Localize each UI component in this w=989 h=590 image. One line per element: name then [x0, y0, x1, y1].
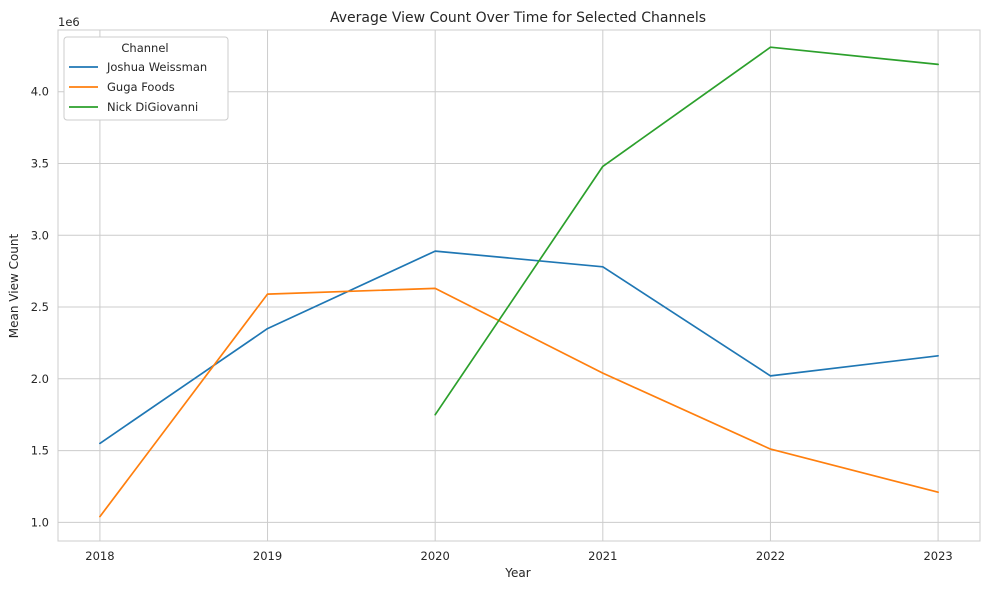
y-tick-label: 1.0 [31, 515, 49, 529]
y-tick-label: 4.0 [31, 85, 49, 99]
legend-label-guga-foods: Guga Foods [107, 80, 175, 94]
y-axis-ticks: 1.0 1.5 2.0 2.5 3.0 3.5 4.0 [31, 85, 49, 530]
x-tick-label: 2023 [923, 549, 952, 563]
x-tick-label: 2019 [253, 549, 282, 563]
x-tick-label: 2018 [85, 549, 114, 563]
chart-title: Average View Count Over Time for Selecte… [330, 10, 706, 26]
y-scale-label: 1e6 [58, 15, 80, 29]
legend: Channel Joshua Weissman Guga Foods Nick Di… [63, 36, 229, 121]
x-tick-label: 2021 [588, 549, 617, 563]
legend-label-nick-digiovanni: Nick DiGiovanni [107, 100, 198, 114]
y-axis-label: Mean View Count [7, 233, 21, 338]
legend-title: Channel [121, 41, 168, 55]
y-tick-label: 3.5 [31, 156, 49, 170]
series-line-joshua-weissman [99, 250, 939, 445]
x-tick-label: 2020 [421, 549, 450, 563]
series-lines [99, 46, 939, 518]
legend-box [63, 36, 229, 121]
y-tick-label: 1.5 [31, 444, 49, 458]
x-axis-label: Year [504, 566, 530, 580]
x-tick-label: 2022 [756, 549, 785, 563]
y-tick-label: 3.0 [31, 228, 49, 242]
legend-label-joshua-weissman: Joshua Weissman [106, 60, 207, 74]
series-line-nick-digiovanni [434, 46, 939, 416]
series-line-guga-foods [99, 287, 939, 518]
legend-entries: Joshua Weissman Guga Foods Nick DiGiovanni [69, 60, 207, 114]
plot-area-frame [57, 29, 981, 542]
y-tick-label: 2.5 [31, 300, 49, 314]
x-axis-ticks: 2018 2019 2020 2021 2022 2023 [85, 549, 952, 563]
grid [58, 30, 980, 541]
y-tick-label: 2.0 [31, 372, 49, 386]
